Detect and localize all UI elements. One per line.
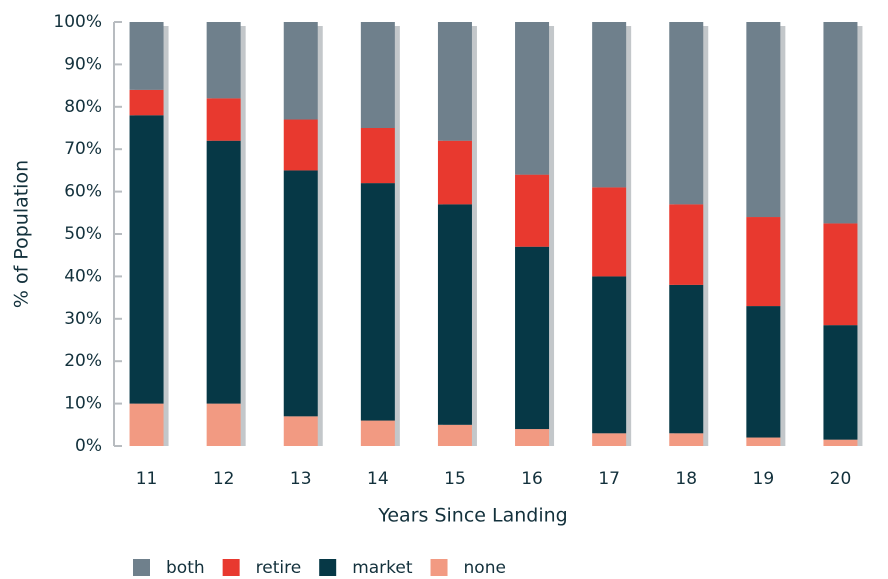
bar-segment [437, 22, 472, 141]
bar-segment [515, 246, 550, 430]
bar-segment [515, 429, 550, 446]
bar-segment [129, 403, 164, 446]
x-tick-label: 13 [290, 469, 312, 489]
legend-swatch [133, 559, 150, 576]
legend-swatch [319, 559, 337, 576]
x-tick-label: 16 [521, 469, 543, 489]
bar-segment [206, 98, 241, 141]
y-tick-label: 20% [64, 351, 102, 371]
bar-segment [669, 22, 704, 205]
bar-segment [283, 119, 318, 171]
legend-swatch [430, 559, 448, 576]
y-tick-label: 80% [64, 97, 102, 117]
bar-segment [515, 174, 550, 247]
bar-segment [437, 140, 472, 205]
y-tick-label: 50% [64, 224, 102, 244]
bar-segment [360, 420, 395, 446]
legend-swatch [222, 559, 240, 576]
bar-segment [360, 183, 395, 421]
bar-segment [283, 22, 318, 120]
x-tick-label: 14 [367, 469, 389, 489]
bar-segment [823, 439, 858, 446]
bar-segment [283, 170, 318, 417]
bar-segment [206, 140, 241, 404]
bar-segment [360, 128, 395, 184]
y-tick-label: 10% [64, 394, 102, 414]
x-tick-label: 19 [753, 469, 775, 489]
bar-segment [206, 403, 241, 446]
y-tick-label: 30% [64, 309, 102, 329]
bar-segment [592, 276, 627, 434]
bar-segment [746, 437, 781, 446]
bar-segment [437, 204, 472, 425]
bar-segment [746, 22, 781, 218]
legend-label: none [464, 558, 506, 578]
bar-segment [823, 22, 858, 224]
y-tick-label: 0% [75, 436, 102, 456]
legend-label: retire [256, 558, 302, 578]
bar-segment [592, 187, 627, 277]
x-tick-label: 12 [213, 469, 235, 489]
bar-segment [669, 204, 704, 285]
bar-segment [823, 223, 858, 326]
x-tick-label: 18 [675, 469, 697, 489]
x-tick-label: 20 [830, 469, 852, 489]
bar-segment [592, 22, 627, 188]
bar-segment [360, 22, 395, 128]
y-tick-label: 60% [64, 182, 102, 202]
bar-segment [437, 424, 472, 446]
x-tick-label: 11 [136, 469, 158, 489]
y-tick-label: 90% [64, 54, 102, 74]
bar-segment [823, 325, 858, 440]
x-tick-label: 15 [444, 469, 466, 489]
y-tick-label: 70% [64, 139, 102, 159]
bar-segment [746, 306, 781, 438]
y-tick-label: 40% [64, 266, 102, 286]
bar-segment [283, 416, 318, 446]
bar-segment [746, 217, 781, 307]
legend-label: both [166, 558, 205, 578]
bar-segment [669, 433, 704, 446]
legend-label: market [352, 558, 413, 578]
y-axis-title: % of Population [11, 160, 33, 308]
bar-segment [206, 22, 241, 99]
x-axis-title: Years Since Landing [377, 505, 567, 527]
bar-segment [592, 433, 627, 446]
bar-segment [129, 89, 164, 116]
x-tick-label: 17 [598, 469, 620, 489]
bar-segment [669, 284, 704, 434]
bar-segment [515, 22, 550, 175]
y-tick-label: 100% [53, 12, 102, 32]
bar-segment [129, 115, 164, 404]
bar-segment [129, 22, 164, 90]
